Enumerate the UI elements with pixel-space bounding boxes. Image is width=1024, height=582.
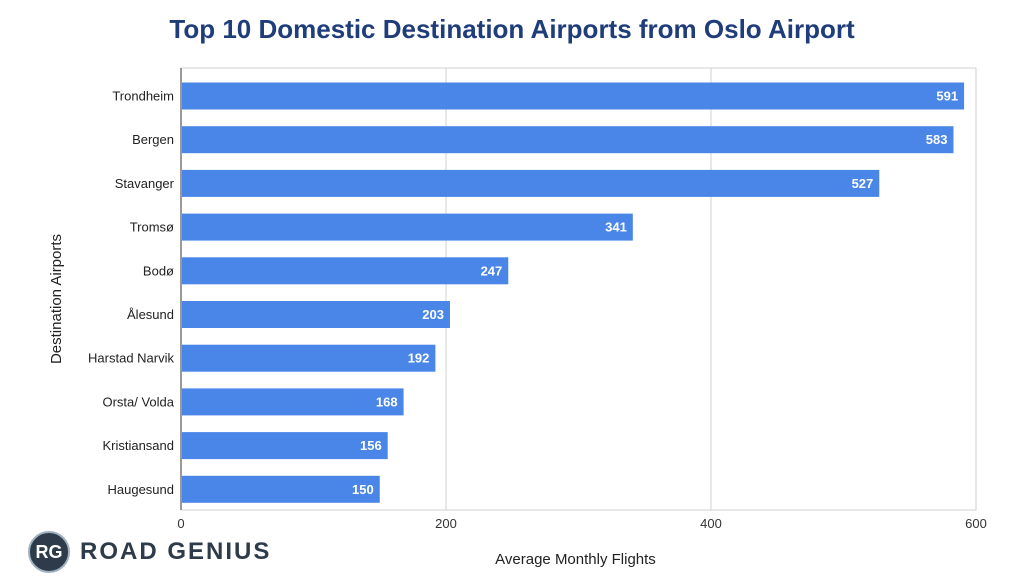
category-label: Trondheim xyxy=(112,89,174,104)
logo-badge: RG xyxy=(28,531,70,573)
category-label: Haugesund xyxy=(108,482,175,497)
x-tick-label: 200 xyxy=(435,516,457,531)
data-label: 591 xyxy=(936,89,958,104)
data-label: 203 xyxy=(422,307,444,322)
bar xyxy=(182,213,633,241)
bar xyxy=(182,126,954,154)
bar xyxy=(182,388,404,416)
category-label: Ålesund xyxy=(127,307,174,322)
data-label: 168 xyxy=(376,394,398,409)
x-tick-label: 600 xyxy=(965,516,987,531)
logo-text: ROAD GENIUS xyxy=(80,538,272,565)
data-label: 150 xyxy=(352,482,374,497)
data-label: 583 xyxy=(926,132,948,147)
data-label: 156 xyxy=(360,438,382,453)
bar xyxy=(182,344,436,372)
x-tick-label: 0 xyxy=(177,516,184,531)
bar xyxy=(182,432,388,460)
x-tick-label: 400 xyxy=(700,516,722,531)
category-label: Bodø xyxy=(143,263,174,278)
bar xyxy=(182,475,380,503)
category-label: Stavanger xyxy=(115,176,175,191)
data-label: 341 xyxy=(605,220,627,235)
chart-title: Top 10 Domestic Destination Airports fro… xyxy=(169,14,855,44)
bar xyxy=(182,257,509,285)
data-label: 527 xyxy=(852,176,874,191)
data-label: 247 xyxy=(481,263,503,278)
bar xyxy=(182,301,450,328)
bar xyxy=(182,169,880,197)
category-label: Tromsø xyxy=(130,220,174,235)
road-genius-logo: RG ROAD GENIUS xyxy=(28,530,271,574)
category-label: Harstad Narvik xyxy=(88,351,174,366)
data-label: 192 xyxy=(408,351,430,366)
category-label: Bergen xyxy=(132,132,174,147)
y-axis-title: Destination Airports xyxy=(48,234,65,364)
category-label: Orsta/ Volda xyxy=(102,394,174,409)
bar xyxy=(182,82,965,110)
category-label: Kristiansand xyxy=(102,438,174,453)
x-axis-title: Average Monthly Flights xyxy=(495,551,656,568)
